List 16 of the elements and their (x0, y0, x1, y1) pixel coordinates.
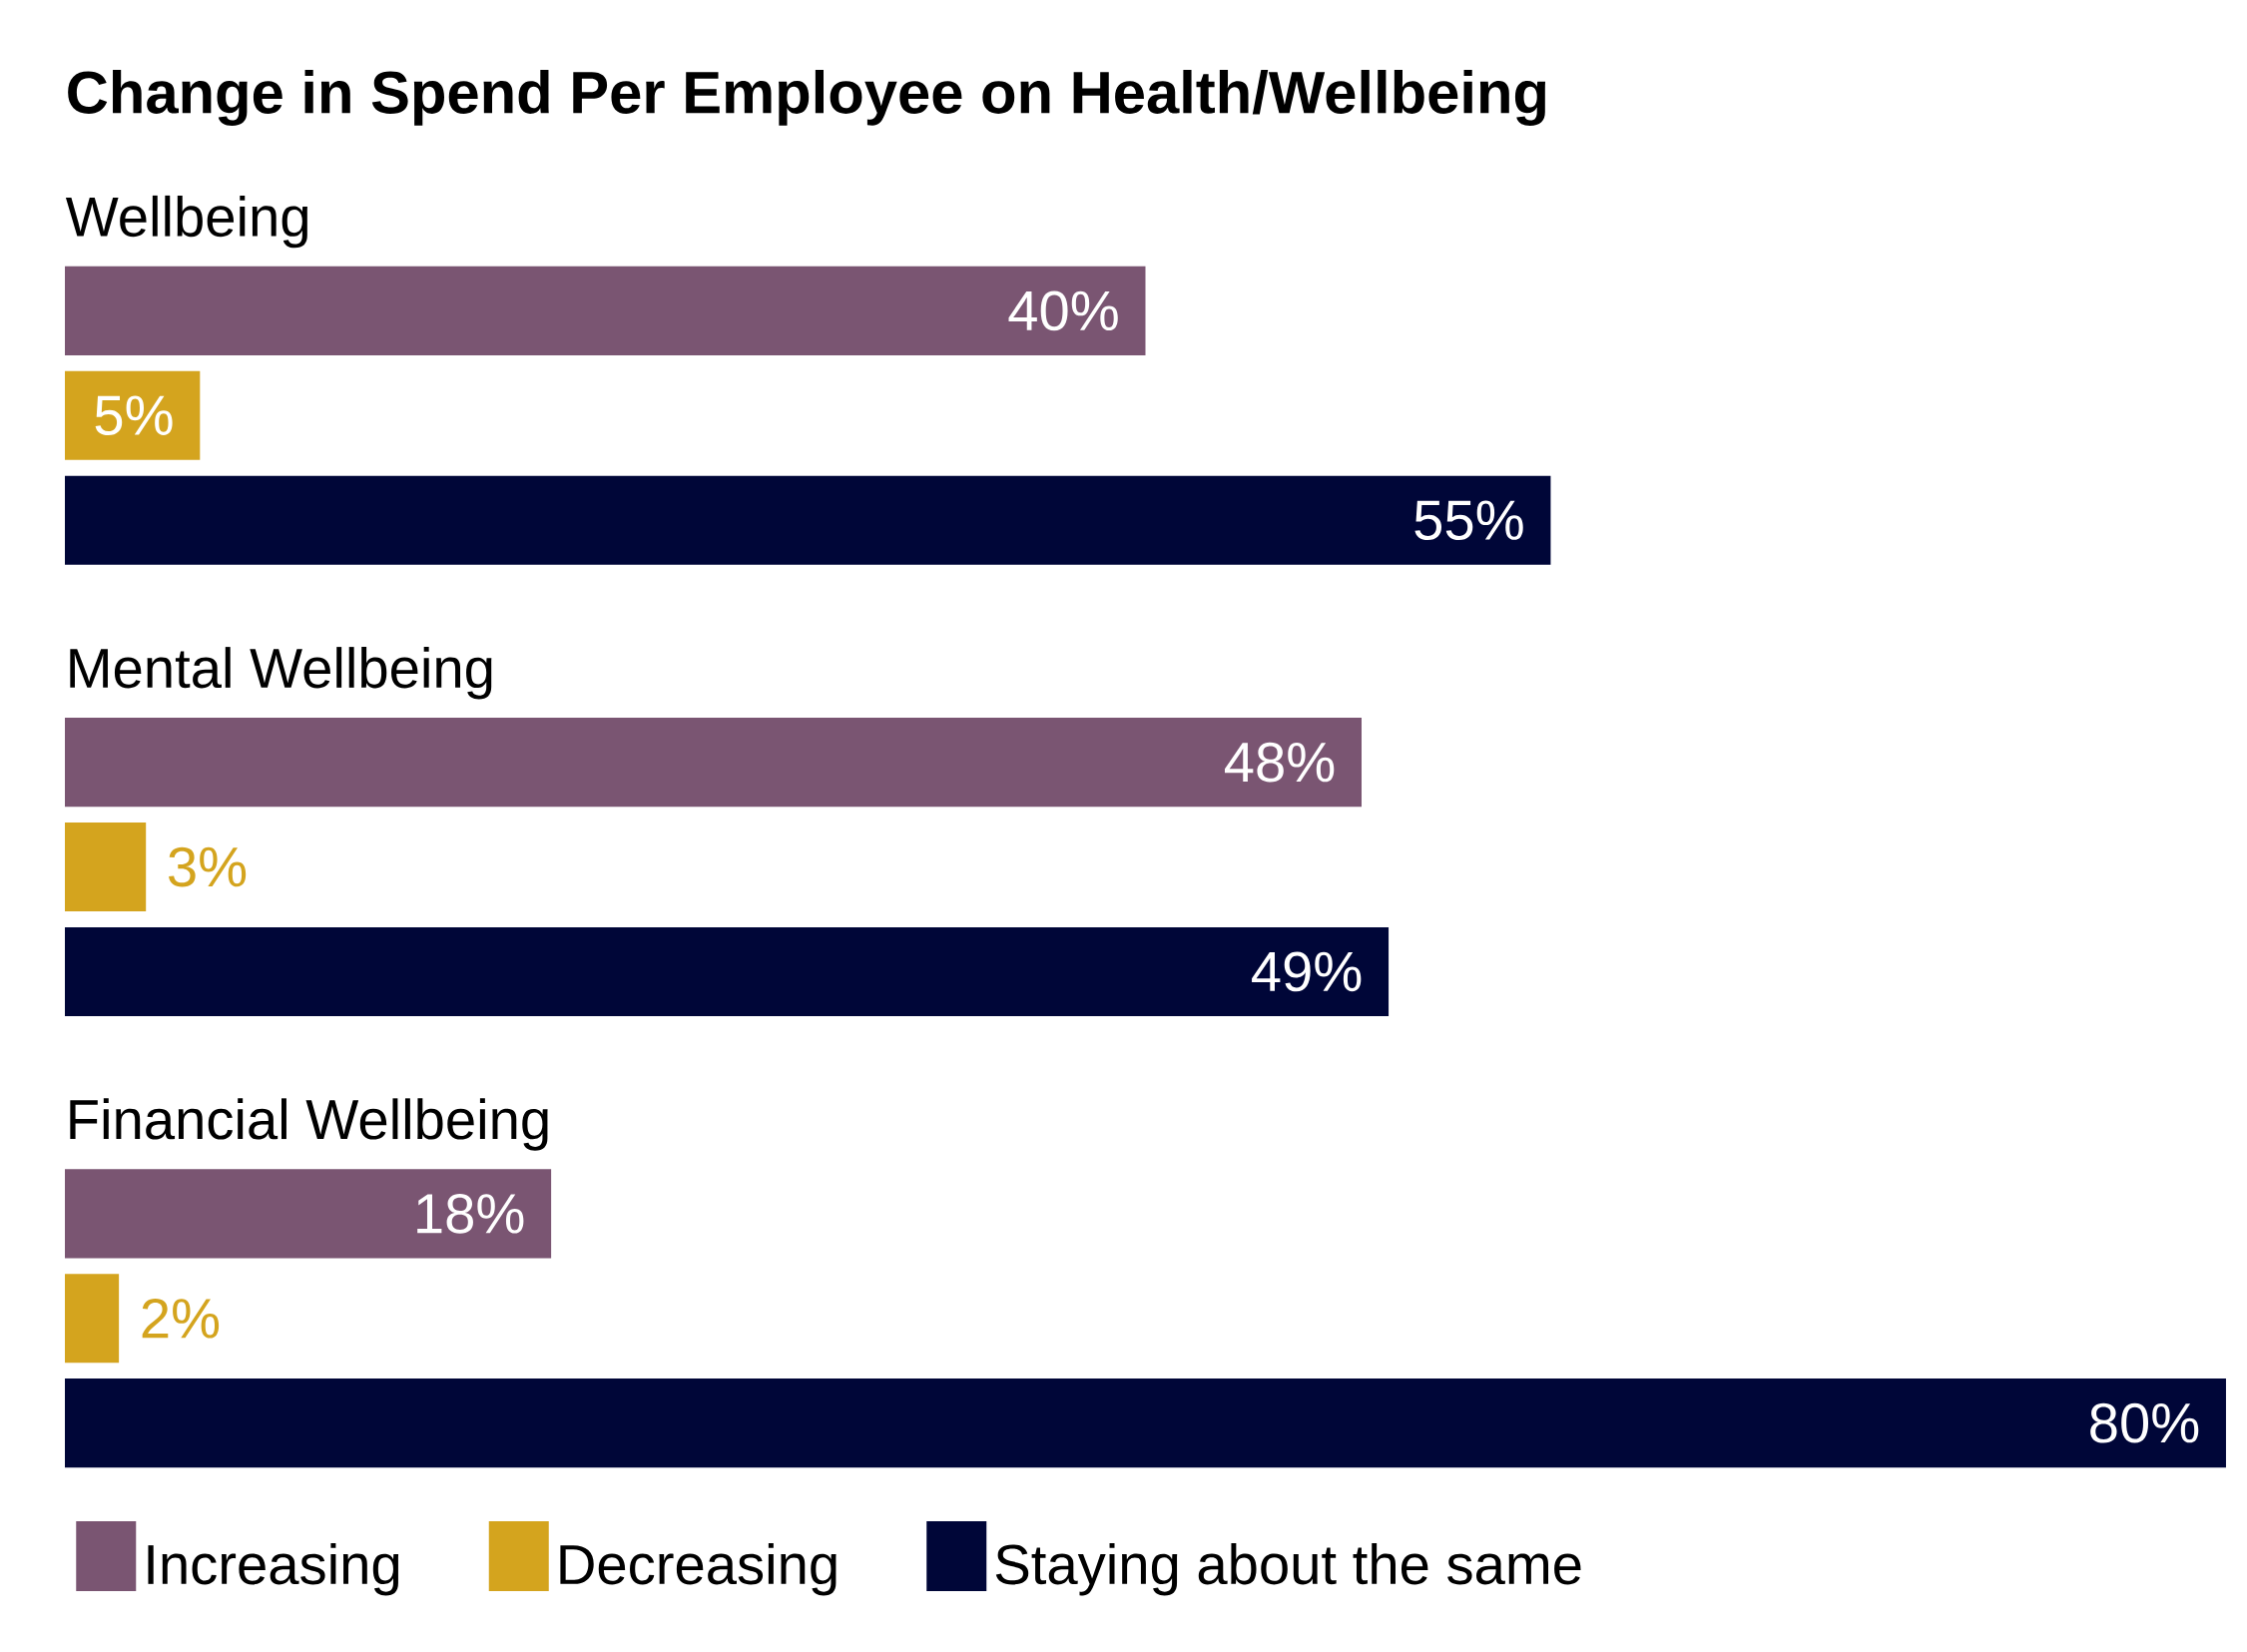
y-tick-label: Financial Wellbeing (70, 1098, 548, 1151)
data-label: 5% (95, 395, 173, 436)
data-label: 18% (417, 1193, 524, 1234)
data-label: 49% (1252, 951, 1362, 992)
legend-label: Increasing (148, 1543, 399, 1596)
legend-label: Staying about the same (995, 1543, 1581, 1596)
data-label: 40% (1008, 290, 1118, 331)
legend-label: Decreasing (560, 1543, 837, 1596)
data-label: 55% (1414, 500, 1523, 541)
y-tick-label: Wellbeing (65, 195, 307, 249)
y-tick-label: Mental Wellbeing (70, 647, 492, 700)
data-label: 48% (1225, 742, 1335, 783)
data-label: 80% (2090, 1402, 2199, 1443)
chart-title: Change in Spend Per Employee on Health/Wellbeing (68, 70, 1546, 126)
data-label: 2% (142, 1298, 220, 1339)
data-label: 3% (169, 846, 247, 887)
